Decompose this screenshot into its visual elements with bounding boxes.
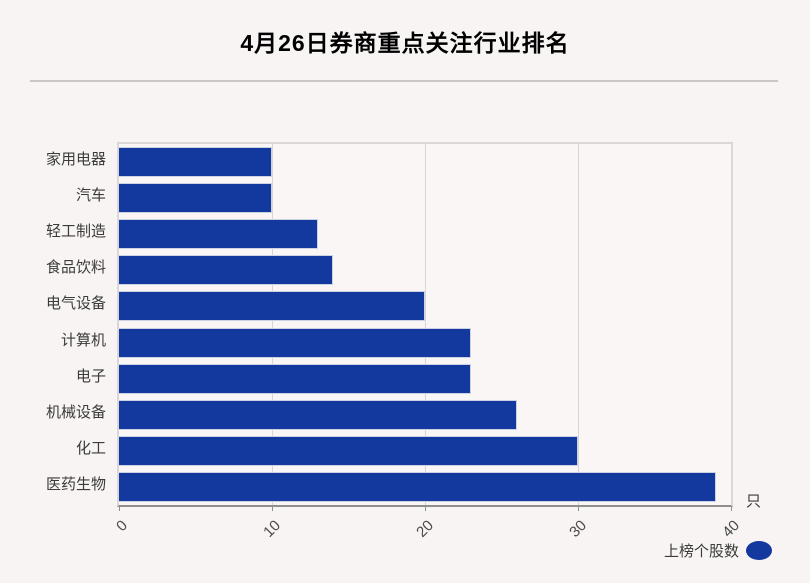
y-label-家用电器: 家用电器: [45, 151, 106, 168]
y-axis-labels: 家用电器汽车轻工制造食品饮料电气设备计算机电子机械设备化工医药生物: [0, 142, 112, 507]
bar-电子: [119, 363, 471, 394]
bar-家用电器: [119, 147, 272, 178]
title-divider: [30, 80, 778, 82]
bar-医药生物: [119, 471, 716, 502]
x-axis: 0 10 20 30 40: [113, 507, 743, 557]
y-label-电子: 电子: [75, 367, 106, 385]
bar-机械设备: [119, 399, 517, 430]
bar-汽车: [119, 183, 272, 214]
legend: 上榜个股数: [664, 540, 772, 561]
bar-食品饮料: [119, 255, 334, 286]
chart-title: 4月26日券商重点关注行业排名: [240, 30, 570, 56]
bar-轻工制造: [119, 219, 318, 250]
x-tick-label-30: 30: [566, 517, 591, 541]
tick-mark-40: [731, 507, 732, 511]
y-label-机械设备: 机械设备: [45, 403, 106, 421]
gridline-x-20: [425, 144, 426, 505]
y-label-电气设备: 电气设备: [45, 295, 106, 313]
x-axis-unit-label: 只: [746, 493, 762, 510]
y-label-汽车: 汽车: [75, 187, 106, 205]
y-label-食品饮料: 食品饮料: [45, 259, 106, 277]
y-label-轻工制造: 轻工制造: [45, 223, 106, 241]
legend-label: 上榜个股数: [663, 543, 739, 560]
y-label-化工: 化工: [75, 439, 106, 457]
bar-电气设备: [119, 291, 425, 322]
tick-mark-0: [119, 507, 120, 511]
x-tick-label-10: 10: [260, 517, 285, 541]
y-label-医药生物: 医药生物: [45, 475, 106, 493]
y-label-计算机: 计算机: [60, 331, 106, 349]
tick-mark-10: [272, 507, 273, 511]
x-tick-label-0: 0: [113, 517, 132, 535]
gridline-x-30: [578, 144, 579, 505]
bar-化工: [119, 435, 578, 466]
plot-area: [117, 142, 733, 507]
x-tick-label-20: 20: [413, 517, 438, 541]
bar-计算机: [119, 327, 471, 358]
legend-swatch-icon: [746, 541, 772, 560]
gridline-x-10: [272, 144, 273, 505]
tick-mark-20: [425, 507, 426, 511]
tick-mark-30: [578, 507, 579, 511]
